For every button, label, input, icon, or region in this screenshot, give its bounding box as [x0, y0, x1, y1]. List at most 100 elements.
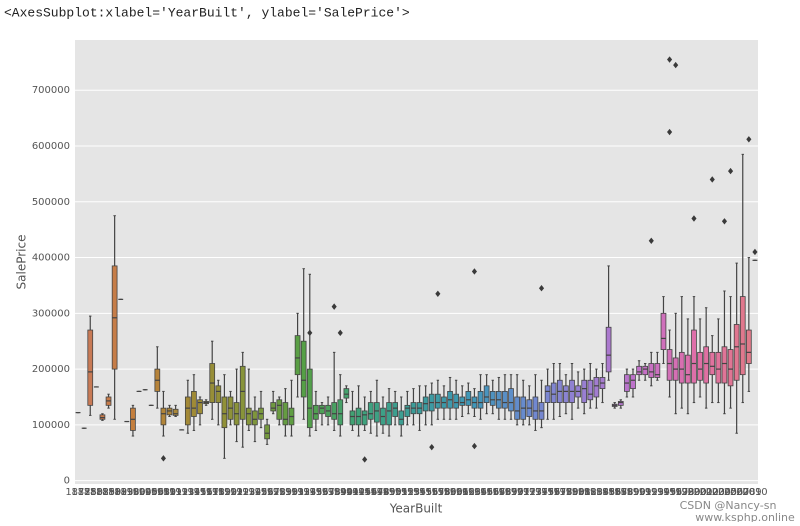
x-tick-label: 1972	[510, 487, 535, 498]
x-tick-label: 1948	[364, 487, 389, 498]
outlier	[429, 443, 435, 451]
watermark: www.ksphp.online	[695, 511, 795, 522]
box	[697, 351, 703, 381]
x-tick-label: 1939	[321, 487, 346, 498]
box	[678, 351, 685, 384]
x-tick-label: 1936	[303, 487, 328, 498]
box	[489, 391, 496, 406]
x-tick-label: 2007	[724, 487, 749, 498]
x-tick-label: 1985	[590, 487, 615, 498]
outlier	[709, 176, 715, 183]
x-tick-label: 1966	[474, 487, 499, 498]
x-tick-label: 1923	[230, 487, 255, 498]
x-tick-label: 1995	[651, 487, 676, 498]
x-tick-label: 1993	[639, 487, 664, 498]
x-tick-label: 1962	[450, 487, 475, 498]
x-tick-label: 1898	[114, 487, 139, 498]
x-tick-label: 1951	[382, 487, 407, 498]
x-tick-label: 1949	[370, 487, 395, 498]
x-tick-label: 1945	[346, 487, 371, 498]
x-tick-label: 1994	[645, 487, 670, 498]
x-tick-label: 1913	[169, 487, 194, 498]
box	[465, 391, 472, 406]
box	[221, 396, 228, 429]
box	[636, 365, 642, 376]
x-tick-label: 1917	[193, 487, 218, 498]
box	[739, 296, 746, 376]
x-tick-label: 1880	[78, 487, 103, 498]
x-tick-label: 1957	[419, 487, 444, 498]
x-tick-label: 1900	[120, 487, 145, 498]
x-tick-label: 1932	[285, 487, 310, 498]
outlier	[648, 237, 654, 245]
y-tick-label: 600000	[32, 141, 70, 152]
box	[727, 349, 734, 387]
box	[282, 402, 289, 426]
y-tick-label: 300000	[32, 308, 70, 319]
x-tick-label: 1929	[267, 487, 292, 498]
box	[514, 396, 520, 420]
box	[508, 388, 514, 412]
x-tick-label: 1963	[456, 487, 481, 498]
box	[648, 363, 655, 378]
outlier	[362, 456, 368, 463]
x-tick-label: 1937	[309, 487, 334, 498]
x-tick-label: 2006	[718, 487, 743, 498]
box	[654, 363, 661, 378]
box	[264, 424, 270, 440]
x-tick-label: 1941	[334, 487, 359, 498]
x-tick-label: 1882	[84, 487, 109, 498]
outlier	[435, 290, 441, 297]
x-tick-label: 1991	[626, 487, 651, 498]
x-tick-label: 1974	[523, 487, 548, 498]
x-tick-label: 1956	[413, 487, 438, 498]
x-tick-label: 1934	[291, 487, 316, 498]
x-tick-label: 1910	[151, 487, 176, 498]
y-tick-label: 500000	[32, 197, 70, 208]
y-tick-label: 200000	[32, 364, 70, 375]
x-tick-label: 1979	[553, 487, 578, 498]
x-tick-label: 2000	[681, 487, 706, 498]
x-tick-label: 1954	[401, 487, 426, 498]
box	[404, 404, 411, 417]
outlier	[752, 248, 758, 256]
box	[453, 393, 459, 409]
x-tick-label: 1931	[279, 487, 304, 498]
box	[544, 385, 551, 403]
x-tick-label: 1986	[596, 487, 621, 498]
x-tick-label: 1892	[102, 487, 127, 498]
x-tick-label: 1996	[657, 487, 682, 498]
box	[270, 402, 277, 412]
x-tick-label: 1953	[395, 487, 420, 498]
box	[587, 379, 594, 401]
outlier	[471, 268, 477, 275]
box	[239, 365, 246, 420]
x-tick-label: 1904	[126, 487, 151, 498]
box	[184, 396, 191, 426]
x-tick-label: 1964	[462, 487, 487, 498]
x-tick-label: 1992	[632, 487, 657, 498]
outlier	[691, 215, 697, 222]
x-tick-label: 1935	[297, 487, 322, 498]
x-tick-label: 1983	[578, 487, 603, 498]
watermark: CSDN @Nancy-sn	[680, 499, 777, 512]
outlier	[667, 128, 673, 136]
outlier	[307, 329, 313, 337]
box	[532, 396, 539, 420]
box	[435, 393, 441, 409]
box	[733, 324, 740, 381]
box	[215, 385, 222, 403]
outlier	[673, 61, 679, 69]
x-tick-label: 1977	[541, 487, 566, 498]
x-tick-label: 1978	[547, 487, 572, 498]
y-tick-label: 100000	[32, 420, 70, 431]
x-tick-label: 1988	[608, 487, 633, 498]
x-tick-label: 1921	[218, 487, 243, 498]
box	[550, 382, 557, 403]
plot-background	[75, 40, 758, 484]
x-tick-label: 1969	[492, 487, 517, 498]
box	[87, 329, 94, 406]
x-tick-label: 1967	[480, 487, 505, 498]
x-tick-label: 1916	[187, 487, 212, 498]
